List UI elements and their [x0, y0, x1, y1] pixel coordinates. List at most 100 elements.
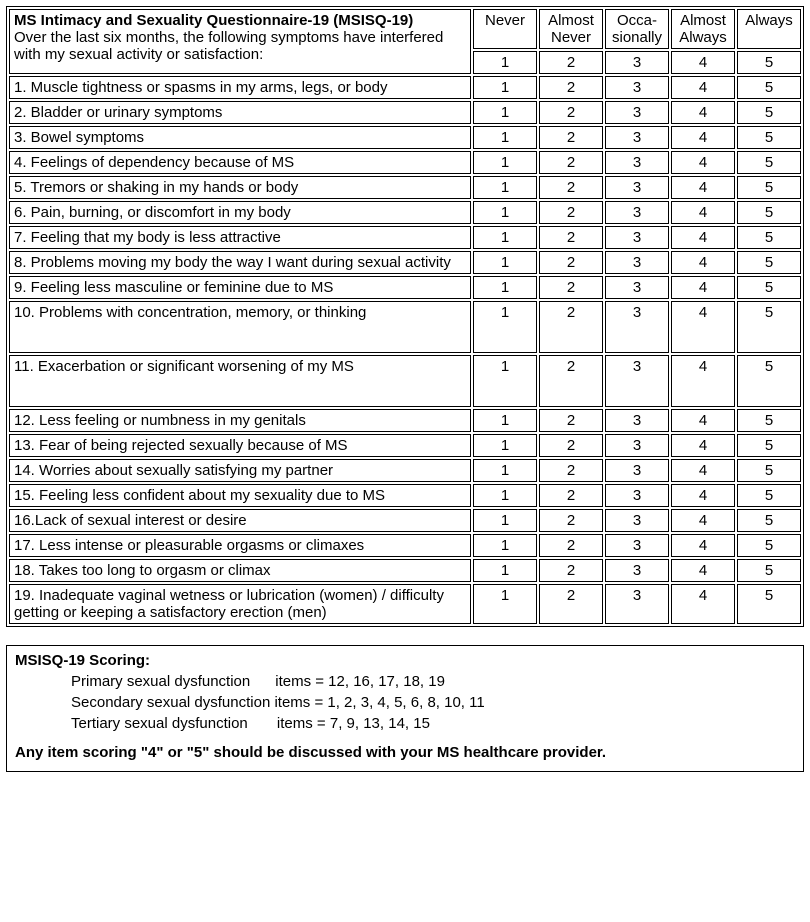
rating-cell[interactable]: 5 — [737, 484, 801, 507]
rating-cell[interactable]: 4 — [671, 101, 735, 124]
rating-cell[interactable]: 5 — [737, 409, 801, 432]
rating-cell[interactable]: 3 — [605, 226, 669, 249]
rating-cell[interactable]: 1 — [473, 509, 537, 532]
rating-cell[interactable]: 1 — [473, 355, 537, 407]
rating-cell[interactable]: 5 — [737, 355, 801, 407]
rating-cell[interactable]: 5 — [737, 509, 801, 532]
rating-cell[interactable]: 3 — [605, 484, 669, 507]
rating-cell[interactable]: 1 — [473, 276, 537, 299]
rating-cell[interactable]: 3 — [605, 126, 669, 149]
rating-cell[interactable]: 4 — [671, 584, 735, 624]
rating-cell[interactable]: 5 — [737, 201, 801, 224]
rating-cell[interactable]: 1 — [473, 584, 537, 624]
rating-cell[interactable]: 4 — [671, 459, 735, 482]
rating-cell[interactable]: 3 — [605, 201, 669, 224]
rating-cell[interactable]: 3 — [605, 176, 669, 199]
rating-cell[interactable]: 3 — [605, 101, 669, 124]
rating-cell[interactable]: 5 — [737, 226, 801, 249]
table-row: 15. Feeling less confident about my sexu… — [9, 484, 801, 507]
rating-cell[interactable]: 1 — [473, 434, 537, 457]
rating-cell[interactable]: 5 — [737, 459, 801, 482]
rating-cell[interactable]: 4 — [671, 484, 735, 507]
rating-cell[interactable]: 3 — [605, 509, 669, 532]
rating-cell[interactable]: 2 — [539, 251, 603, 274]
table-row: 12. Less feeling or numbness in my genit… — [9, 409, 801, 432]
rating-cell[interactable]: 3 — [605, 534, 669, 557]
rating-cell[interactable]: 5 — [737, 251, 801, 274]
rating-cell[interactable]: 1 — [473, 409, 537, 432]
rating-cell[interactable]: 4 — [671, 201, 735, 224]
rating-cell[interactable]: 2 — [539, 534, 603, 557]
rating-cell[interactable]: 5 — [737, 584, 801, 624]
rating-cell[interactable]: 4 — [671, 251, 735, 274]
rating-cell[interactable]: 5 — [737, 276, 801, 299]
rating-cell[interactable]: 5 — [737, 151, 801, 174]
rating-cell[interactable]: 2 — [539, 201, 603, 224]
scoring-note: Any item scoring "4" or "5" should be di… — [15, 744, 795, 761]
rating-cell[interactable]: 1 — [473, 484, 537, 507]
rating-cell[interactable]: 4 — [671, 509, 735, 532]
rating-cell[interactable]: 2 — [539, 276, 603, 299]
rating-cell[interactable]: 3 — [605, 355, 669, 407]
rating-cell[interactable]: 1 — [473, 251, 537, 274]
rating-cell[interactable]: 3 — [605, 559, 669, 582]
rating-cell[interactable]: 4 — [671, 409, 735, 432]
rating-cell[interactable]: 2 — [539, 584, 603, 624]
rating-cell[interactable]: 2 — [539, 226, 603, 249]
rating-cell[interactable]: 1 — [473, 534, 537, 557]
rating-cell[interactable]: 3 — [605, 459, 669, 482]
rating-cell[interactable]: 3 — [605, 251, 669, 274]
rating-cell[interactable]: 3 — [605, 584, 669, 624]
rating-cell[interactable]: 2 — [539, 101, 603, 124]
rating-cell[interactable]: 4 — [671, 301, 735, 353]
rating-cell[interactable]: 2 — [539, 151, 603, 174]
rating-cell[interactable]: 1 — [473, 301, 537, 353]
rating-cell[interactable]: 4 — [671, 534, 735, 557]
rating-cell[interactable]: 5 — [737, 126, 801, 149]
rating-cell[interactable]: 4 — [671, 434, 735, 457]
rating-cell[interactable]: 2 — [539, 509, 603, 532]
rating-cell[interactable]: 1 — [473, 76, 537, 99]
rating-cell[interactable]: 4 — [671, 226, 735, 249]
rating-cell[interactable]: 3 — [605, 151, 669, 174]
rating-cell[interactable]: 3 — [605, 434, 669, 457]
rating-cell[interactable]: 2 — [539, 355, 603, 407]
rating-cell[interactable]: 3 — [605, 76, 669, 99]
rating-cell[interactable]: 3 — [605, 301, 669, 353]
rating-cell[interactable]: 5 — [737, 434, 801, 457]
rating-cell[interactable]: 2 — [539, 409, 603, 432]
rating-cell[interactable]: 2 — [539, 76, 603, 99]
rating-cell[interactable]: 5 — [737, 101, 801, 124]
rating-cell[interactable]: 2 — [539, 459, 603, 482]
rating-cell[interactable]: 5 — [737, 176, 801, 199]
rating-cell[interactable]: 4 — [671, 76, 735, 99]
rating-cell[interactable]: 1 — [473, 226, 537, 249]
rating-cell[interactable]: 5 — [737, 301, 801, 353]
rating-cell[interactable]: 2 — [539, 484, 603, 507]
rating-cell[interactable]: 3 — [605, 409, 669, 432]
rating-cell[interactable]: 1 — [473, 101, 537, 124]
rating-cell[interactable]: 5 — [737, 534, 801, 557]
rating-cell[interactable]: 4 — [671, 151, 735, 174]
rating-cell[interactable]: 4 — [671, 176, 735, 199]
rating-cell[interactable]: 5 — [737, 76, 801, 99]
item-text: 18. Takes too long to orgasm or climax — [9, 559, 471, 582]
rating-cell[interactable]: 2 — [539, 126, 603, 149]
rating-cell[interactable]: 1 — [473, 126, 537, 149]
rating-cell[interactable]: 4 — [671, 276, 735, 299]
rating-cell[interactable]: 4 — [671, 559, 735, 582]
rating-cell[interactable]: 2 — [539, 559, 603, 582]
rating-cell[interactable]: 2 — [539, 176, 603, 199]
rating-cell[interactable]: 1 — [473, 151, 537, 174]
rating-cell[interactable]: 5 — [737, 559, 801, 582]
rating-cell[interactable]: 4 — [671, 355, 735, 407]
rating-cell[interactable]: 2 — [539, 301, 603, 353]
scale-value-header: 4 — [671, 51, 735, 74]
rating-cell[interactable]: 2 — [539, 434, 603, 457]
rating-cell[interactable]: 1 — [473, 559, 537, 582]
rating-cell[interactable]: 1 — [473, 176, 537, 199]
rating-cell[interactable]: 4 — [671, 126, 735, 149]
rating-cell[interactable]: 1 — [473, 201, 537, 224]
rating-cell[interactable]: 1 — [473, 459, 537, 482]
rating-cell[interactable]: 3 — [605, 276, 669, 299]
